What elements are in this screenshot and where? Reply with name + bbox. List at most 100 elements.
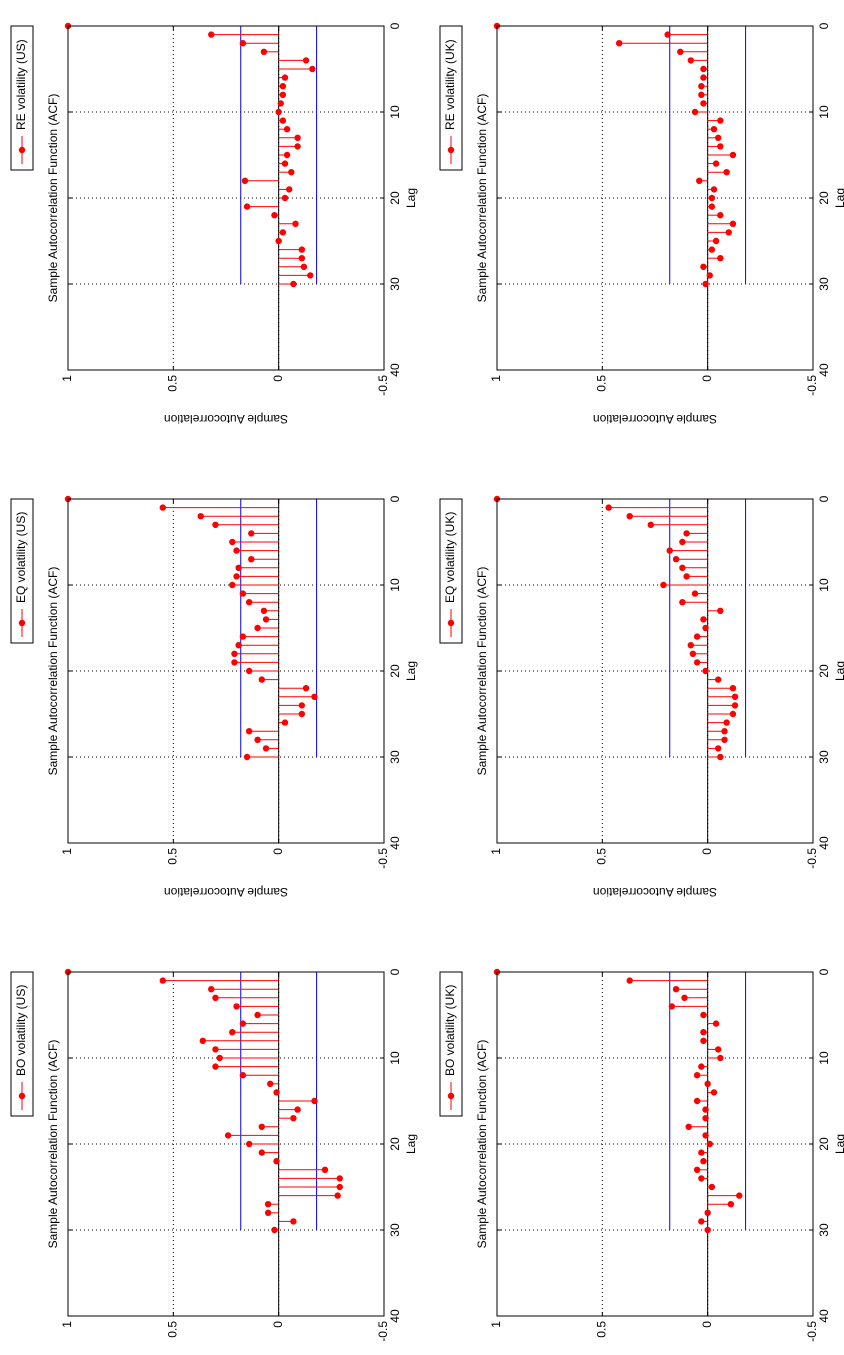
chart1-point-17 <box>288 169 295 176</box>
chart1-point-25 <box>275 237 282 245</box>
chart6-point-24 <box>698 1175 705 1182</box>
chart2-point-23 <box>311 693 318 700</box>
chart6-lag-tick-label-0: 0 <box>817 968 831 975</box>
chart5-value-tick-label-0: -0.5 <box>805 848 819 869</box>
chart1-value-tick-label-1: 0 <box>271 375 285 382</box>
chart2-value-tick-label-1: 0 <box>271 848 285 855</box>
chart1-point-2 <box>239 40 247 47</box>
chart1-lag-tick-label-2: 20 <box>388 191 402 205</box>
chart1-point-3 <box>260 48 268 55</box>
chart4-point-1 <box>664 31 671 38</box>
chart6-point-7 <box>700 1029 707 1036</box>
chart1-point-12 <box>283 126 291 133</box>
chart2-point-9 <box>233 573 240 580</box>
chart6-point-18 <box>685 1123 692 1131</box>
chart4-point-12 <box>710 126 718 133</box>
chart4-point-6 <box>700 74 707 81</box>
chart1-xlabel: Lag <box>404 188 418 208</box>
chart4-point-7 <box>698 83 705 90</box>
chart2-lag-tick-label-0: 0 <box>388 495 402 502</box>
chart3-point-19 <box>224 1132 232 1139</box>
chart5-point-21 <box>715 676 722 683</box>
chart2-point-7 <box>248 556 255 563</box>
chart3-point-5 <box>254 1011 261 1019</box>
chart4-lag-tick-label-1: 10 <box>817 105 831 119</box>
chart1-point-24 <box>279 229 287 236</box>
chart4-legend-label: RE volatility (UK) <box>443 39 457 130</box>
chart5-point-1 <box>605 504 612 511</box>
chart1-point-1 <box>208 31 215 38</box>
chart1-point-22 <box>271 212 278 219</box>
chart5-value-tick-label-2: 0.5 <box>595 848 609 865</box>
chart2-point-14 <box>262 616 270 623</box>
chart1-point-7 <box>279 83 287 90</box>
chart3-value-tick-label-1: 0 <box>271 1321 285 1328</box>
chart5-value-tick-label-3: 1 <box>489 848 503 855</box>
chart6-point-22 <box>700 1158 707 1165</box>
chart4-point-30 <box>702 280 709 288</box>
chart2-lag-tick-label-2: 20 <box>388 664 402 678</box>
chart6-lag-tick-label-2: 20 <box>817 1137 831 1151</box>
chart2-title: Sample Autocorrelation Function (ACF) <box>46 567 60 776</box>
chart4-value-tick-label-1: 0 <box>700 375 714 382</box>
chart1-legend-marker <box>18 146 26 154</box>
chart2-point-25 <box>298 710 306 718</box>
chart2-point-11 <box>239 590 247 597</box>
chart6-point-12 <box>693 1072 701 1079</box>
chart5-point-4 <box>683 530 690 537</box>
chart1-point-11 <box>279 117 287 124</box>
chart6-point-1 <box>626 977 633 984</box>
chart4-point-20 <box>708 194 716 202</box>
chart3-value-tick-label-2: 0.5 <box>166 1321 180 1338</box>
chart4-xlabel: Lag <box>833 188 844 208</box>
chart6-point-28 <box>704 1209 711 1217</box>
chart3-point-10 <box>216 1054 223 1062</box>
chart3-point-12 <box>239 1072 247 1079</box>
chart1-title: Sample Autocorrelation Function (ACF) <box>46 94 60 303</box>
chart4-ylabel: Sample Autocorrelation <box>593 412 717 426</box>
chart1-point-6 <box>281 74 289 81</box>
chart6-value-tick-label-2: 0.5 <box>595 1321 609 1338</box>
chart3-point-28 <box>264 1209 272 1217</box>
chart2-value-tick-label-3: 1 <box>60 848 74 855</box>
chart3-legend: BO volatility (US) <box>10 971 34 1117</box>
chart4-point-17 <box>723 169 730 176</box>
chart4-point-13 <box>715 134 722 142</box>
chart2-point-22 <box>302 685 310 692</box>
chart6-point-5 <box>700 1011 707 1019</box>
chart4-point-3 <box>677 48 684 55</box>
chart3-xlabel: Lag <box>404 1134 418 1154</box>
chart6-point-20 <box>706 1140 713 1148</box>
chart3-point-14 <box>273 1089 280 1096</box>
chart6-lag-tick-label-3: 30 <box>817 1223 831 1237</box>
chart6-legend-marker <box>447 1092 455 1100</box>
chart1-point-26 <box>298 246 306 253</box>
chart6-point-15 <box>693 1097 701 1105</box>
chart4-point-26 <box>708 246 716 253</box>
chart5-point-28 <box>721 736 728 743</box>
chart6-point-11 <box>698 1063 705 1070</box>
chart1-lag-tick-label-1: 10 <box>388 105 402 119</box>
chart5-point-18 <box>689 650 697 657</box>
chart4-point-8 <box>698 91 705 99</box>
chart6-point-10 <box>717 1054 724 1062</box>
chart6-point-29 <box>698 1218 705 1225</box>
chart1-point-21 <box>243 203 251 210</box>
chart4-point-14 <box>717 143 724 150</box>
chart6-point-14 <box>710 1089 718 1096</box>
chart1-point-5 <box>309 65 316 73</box>
chart5-legend-box <box>439 498 463 644</box>
chart5-point-17 <box>687 642 695 649</box>
chart5-point-5 <box>679 538 686 546</box>
chart3-point-11 <box>212 1063 219 1070</box>
chart3-legend-label: BO volatility (US) <box>14 985 28 1076</box>
chart4-lag-tick-label-0: 0 <box>817 22 831 29</box>
chart3-point-7 <box>229 1029 236 1036</box>
chart2-point-6 <box>233 547 240 554</box>
chart2-point-19 <box>231 659 238 666</box>
chart3-point-4 <box>233 1003 240 1010</box>
chart4-point-22 <box>717 212 724 219</box>
